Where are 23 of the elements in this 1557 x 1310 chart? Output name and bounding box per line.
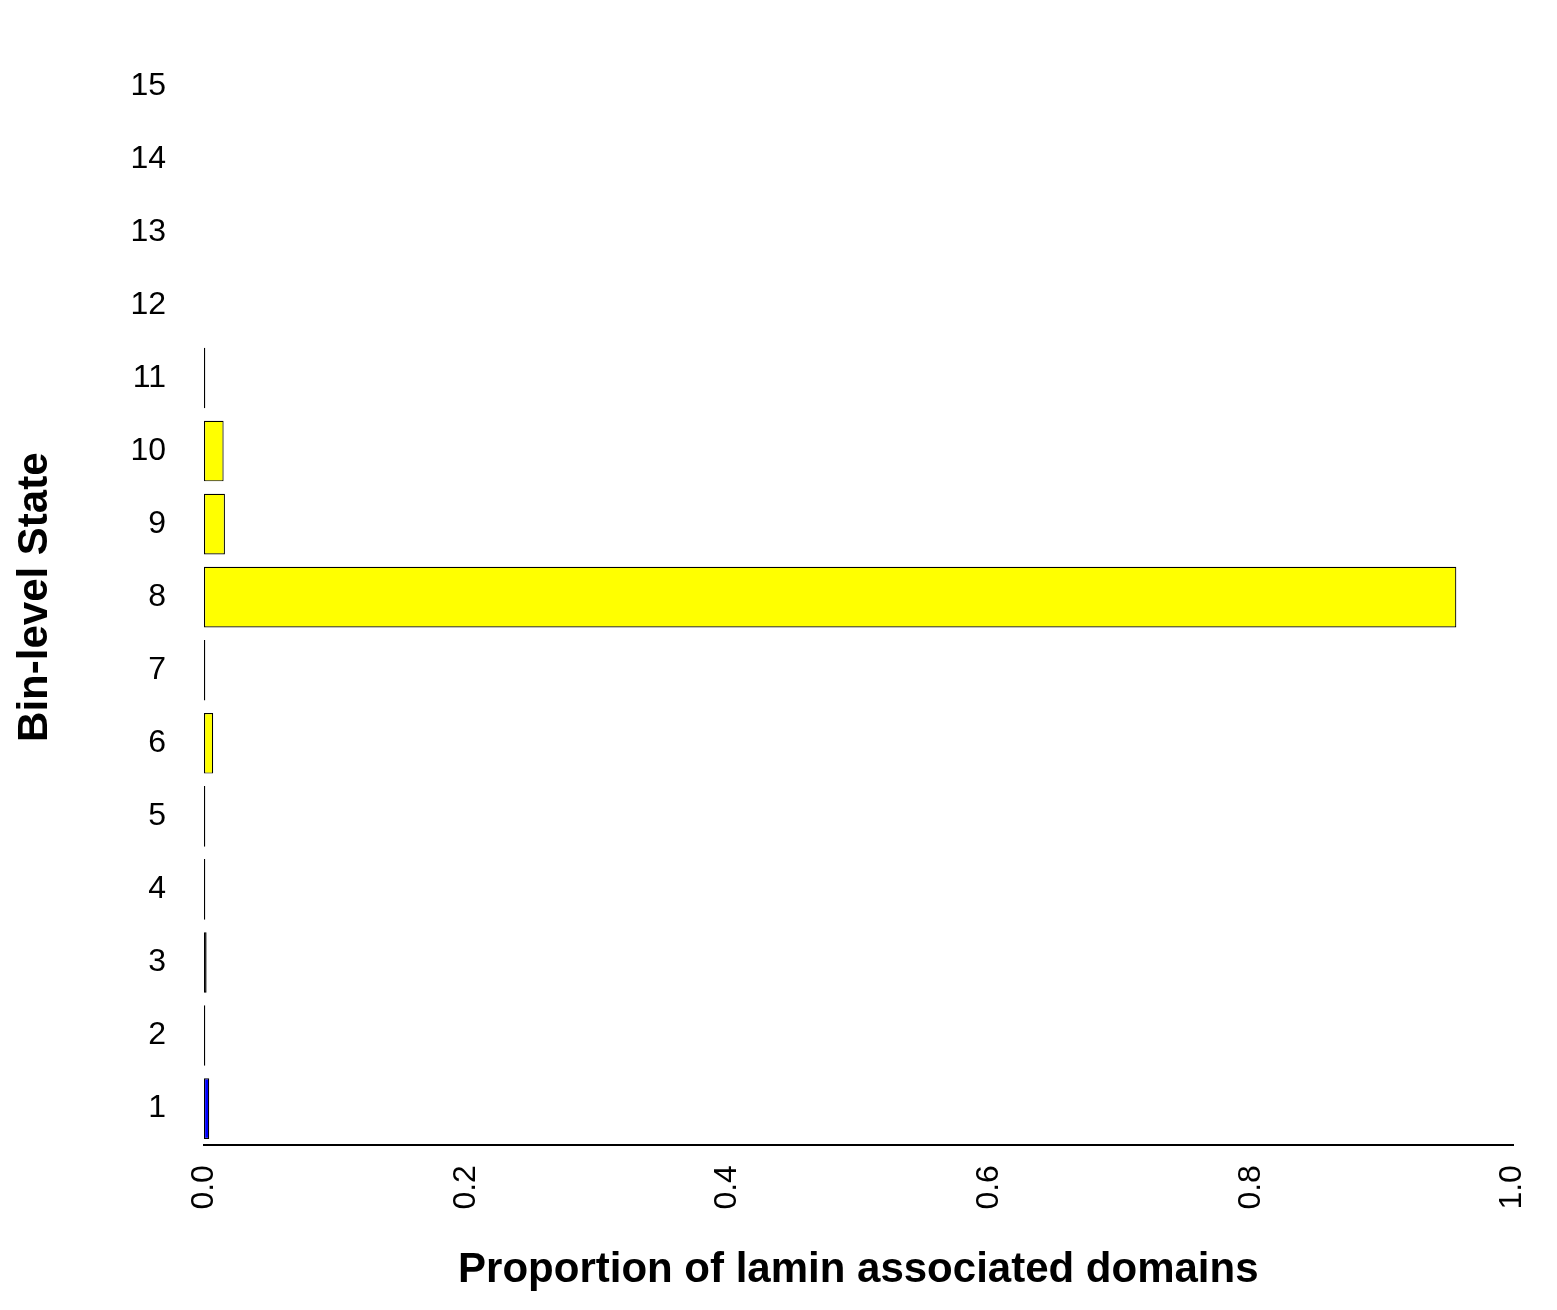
y-tick-label: 4 [148,869,166,906]
y-tick-label: 12 [130,284,166,321]
y-tick-label: 14 [130,138,166,175]
y-tick-label: 9 [148,503,166,540]
x-tick-label: 0.6 [968,1165,1005,1210]
y-tick-label: 6 [148,723,166,760]
y-tick-label: 10 [130,430,166,467]
y-tick-label: 5 [148,796,166,833]
y-tick-label: 1 [148,1088,166,1125]
y-tick-label: 11 [132,357,166,394]
y-tick-label: 3 [148,942,166,979]
x-tick-label: 0.8 [1230,1165,1267,1210]
y-tick-label: 8 [148,576,166,613]
x-tick-label: 0.2 [445,1165,482,1210]
x-axis-title: Proportion of lamin associated domains [458,1244,1259,1292]
y-tick-label: 15 [130,65,166,102]
y-tick-label: 7 [148,650,166,687]
y-tick-label: 13 [130,211,166,248]
x-tick-label: 0.4 [707,1165,744,1210]
y-axis-title: Bin-level State [8,452,56,742]
x-tick-label: 1.0 [1492,1165,1529,1210]
y-tick-label: 2 [148,1015,166,1052]
x-tick-label: 0.0 [183,1165,220,1210]
